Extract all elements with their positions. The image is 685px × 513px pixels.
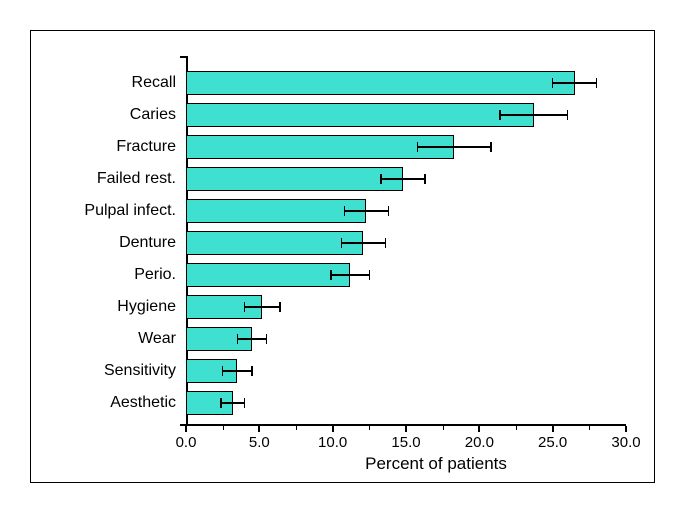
x-tick-label: 5.0 (249, 434, 270, 451)
error-bar (223, 370, 252, 372)
y-axis-label: Sensitivity (31, 362, 176, 380)
y-axis-label: Failed rest. (31, 170, 176, 188)
bar-row (186, 199, 366, 223)
error-bar (500, 114, 567, 116)
error-bar (553, 82, 597, 84)
error-bar (418, 146, 491, 148)
x-tick-label: 15.0 (391, 434, 420, 451)
error-bar (221, 402, 244, 404)
y-axis-label: Pulpal infect. (31, 202, 176, 220)
y-axis-label: Wear (31, 330, 176, 348)
chart-panel: Recall Caries Fracture Failed rest. Pulpal i… (30, 30, 655, 483)
error-bar (381, 178, 425, 180)
bar-row (186, 71, 575, 95)
plot-area (186, 56, 626, 426)
y-axis-label: Hygiene (31, 298, 176, 316)
bar-row (186, 135, 454, 159)
error-bar (331, 274, 369, 276)
y-axis-label: Fracture (31, 138, 176, 156)
error-bar (344, 210, 388, 212)
x-tick-label: 10.0 (318, 434, 347, 451)
bar-row (186, 263, 350, 287)
x-tick-label: 25.0 (538, 434, 567, 451)
y-axis-label: Denture (31, 234, 176, 252)
error-bar (237, 338, 266, 340)
x-tick-label: 0.0 (176, 434, 197, 451)
bar-row (186, 167, 403, 191)
x-axis-title: Percent of patients (365, 454, 507, 474)
x-tick-label: 30.0 (611, 434, 640, 451)
bar-row (186, 103, 534, 127)
error-bar (245, 306, 280, 308)
bar-row (186, 231, 363, 255)
y-axis-label: Recall (31, 74, 176, 92)
y-axis-label: Caries (31, 106, 176, 124)
y-axis-label: Aesthetic (31, 394, 176, 412)
x-tick-label: 20.0 (465, 434, 494, 451)
error-bar (341, 242, 385, 244)
y-axis-label: Perio. (31, 266, 176, 284)
